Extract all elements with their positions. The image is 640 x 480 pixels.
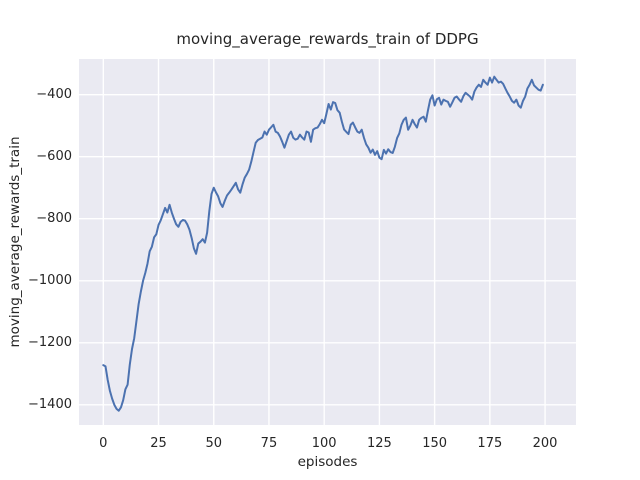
x-tick-label: 75 — [260, 436, 278, 451]
y-axis-label: moving_average_rewards_train — [7, 136, 23, 348]
plot-area — [79, 59, 576, 425]
y-tick-label: −600 — [36, 148, 72, 164]
y-tick-label: −800 — [36, 210, 72, 226]
x-axis-label: episodes — [297, 454, 358, 470]
plot-svg — [79, 59, 576, 425]
x-tick-label: 175 — [477, 436, 503, 451]
x-tick-label: 50 — [205, 436, 222, 451]
y-tick-label: −1400 — [28, 396, 72, 412]
y-tick-label: −400 — [36, 86, 72, 102]
y-tick-label: −1200 — [28, 334, 72, 350]
x-tick-label: 0 — [99, 436, 108, 451]
x-tick-label: 125 — [366, 436, 392, 451]
x-tick-label: 200 — [532, 436, 558, 451]
series-line-layer — [102, 75, 544, 412]
chart-title: moving_average_rewards_train of DDPG — [176, 30, 479, 48]
x-tick-label: 150 — [422, 436, 448, 451]
x-tick-label: 100 — [311, 436, 337, 451]
x-tick-label: 25 — [150, 436, 167, 451]
y-tick-label: −1000 — [28, 272, 72, 288]
series-line — [102, 75, 544, 412]
